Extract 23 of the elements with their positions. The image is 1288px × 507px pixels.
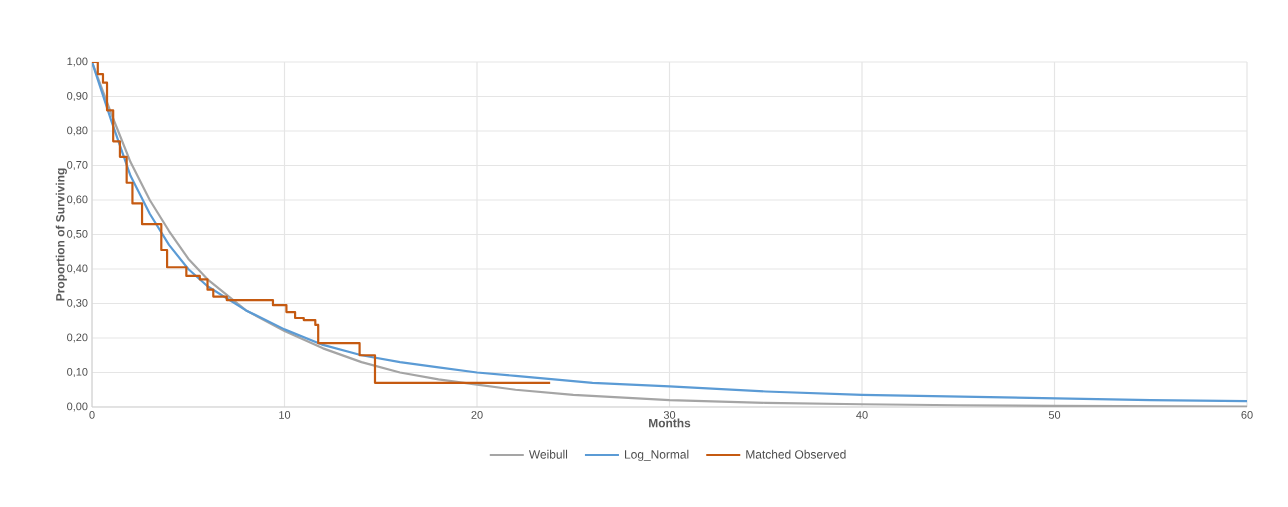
legend-label: Log_Normal: [625, 449, 689, 461]
x-tick-label: 20: [471, 411, 483, 419]
y-tick-label: 0,20: [67, 333, 88, 343]
y-tick-label: 0,10: [67, 367, 88, 378]
y-tick-label: 0,80: [67, 126, 88, 136]
y-tick-label: 0,60: [67, 195, 88, 205]
y-tick-label: 1,00: [67, 57, 88, 67]
x-tick-label: 30: [663, 411, 676, 419]
y-tick-label: 0,00: [67, 402, 88, 412]
y-axis-title: Proportion of Surviving: [55, 168, 67, 301]
y-tick-label: 0,30: [67, 298, 88, 309]
legend-label: Matched Observed: [746, 449, 846, 459]
y-tick-label: 0,40: [67, 264, 88, 274]
legend-label: Weibull: [528, 449, 568, 459]
x-tick-label: 50: [1048, 411, 1061, 419]
x-tick-label: 60: [1241, 411, 1253, 419]
x-axis-title: Months: [649, 418, 691, 428]
x-tick-label: 40: [856, 411, 868, 419]
y-tick-label: 0,50: [67, 229, 88, 240]
y-tick-label: 0,90: [67, 91, 88, 102]
y-tick-label: 0,70: [67, 160, 88, 171]
x-tick-label: 0: [89, 411, 95, 419]
x-tick-label: 10: [279, 411, 291, 419]
